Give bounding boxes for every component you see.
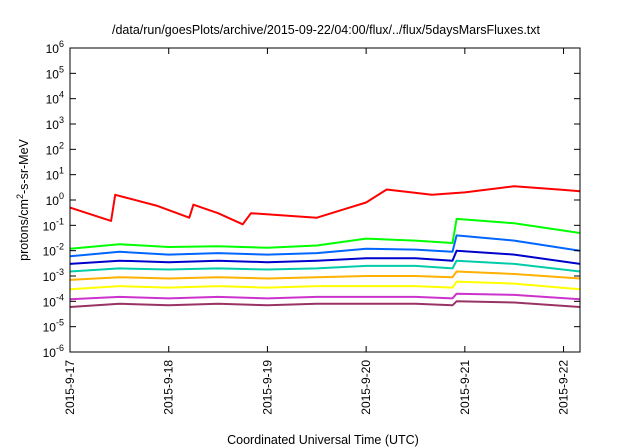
series-line-5 (70, 259, 580, 273)
y-tick-label: 100 (46, 191, 64, 208)
y-tick-label-base: 10 (43, 219, 57, 233)
series-line-4 (70, 249, 580, 265)
y-tick-label: 10-3 (43, 267, 64, 284)
y-tick-label-base: 10 (46, 42, 60, 56)
y-tick-label-exponent: 0 (59, 191, 64, 201)
y-tick-label: 102 (46, 140, 64, 157)
series-line-7 (70, 280, 580, 291)
series-line-9 (70, 300, 580, 308)
y-axis-label-tail: -s-sr-MeV (17, 138, 31, 194)
y-tick-label: 104 (46, 90, 64, 107)
series-layer (70, 185, 580, 308)
y-axis: 10-610-510-410-310-210-11001011021031041… (43, 39, 580, 360)
y-axis-label: protons/cm2-s-sr-MeV (15, 138, 31, 260)
y-tick-label-exponent: -1 (56, 216, 64, 226)
y-tick-label: 10-4 (43, 292, 64, 309)
x-tick-label: 2015-9-19 (260, 360, 274, 415)
y-tick-label: 10-6 (43, 343, 64, 360)
y-tick-label-exponent: 4 (59, 90, 64, 100)
y-tick-label-base: 10 (46, 118, 60, 132)
y-tick-label-base: 10 (43, 245, 57, 259)
x-tick-label: 2015-9-22 (557, 360, 571, 415)
y-tick-label: 106 (46, 39, 64, 56)
x-tick-label: 2015-9-17 (63, 360, 77, 415)
y-axis-label-superscript: 2 (15, 194, 25, 199)
y-tick-label-exponent: 5 (59, 64, 64, 74)
y-tick-label-exponent: 3 (59, 115, 64, 125)
y-tick-label-exponent: -5 (56, 318, 64, 328)
y-tick-label-exponent: 2 (59, 140, 64, 150)
y-tick-label-base: 10 (46, 67, 60, 81)
y-tick-label-base: 10 (46, 143, 60, 157)
y-tick-label-base: 10 (43, 346, 57, 360)
y-tick-label-base: 10 (46, 93, 60, 107)
y-axis-label-main: protons/cm (17, 199, 31, 261)
chart-title: /data/run/goesPlots/archive/2015-09-22/0… (112, 23, 541, 37)
y-tick-label: 105 (46, 64, 64, 81)
y-tick-label: 10-5 (43, 318, 64, 335)
x-axis-label: Coordinated Universal Time (UTC) (227, 433, 419, 447)
x-tick-label: 2015-9-20 (359, 360, 373, 415)
x-tick-label: 2015-9-18 (162, 360, 176, 415)
y-tick-label: 103 (46, 115, 64, 132)
y-tick-label-base: 10 (46, 169, 60, 183)
y-tick-label-base: 10 (43, 321, 57, 335)
y-tick-label-exponent: -2 (56, 242, 64, 252)
y-tick-label: 101 (46, 166, 64, 183)
plot-frame (69, 47, 581, 353)
y-tick-label-exponent: -3 (56, 267, 64, 277)
series-line-8 (70, 292, 580, 301)
y-tick-label-exponent: -4 (56, 292, 64, 302)
y-tick-label-exponent: 1 (59, 166, 64, 176)
series-line-6 (70, 270, 580, 281)
y-tick-label-exponent: -6 (56, 343, 64, 353)
series-line-2 (70, 217, 580, 250)
x-axis: 2015-9-17 2015-9-18 2015-9-19 2015-9-20 2015… (63, 48, 571, 415)
y-tick-label-base: 10 (46, 194, 60, 208)
y-tick-label-exponent: 6 (59, 39, 64, 49)
series-line-1 (70, 185, 580, 226)
x-tick-label: 2015-9-21 (458, 360, 472, 415)
y-tick-label-base: 10 (43, 295, 57, 309)
y-tick-label: 10-1 (43, 216, 64, 233)
y-tick-label: 10-2 (43, 242, 64, 259)
y-tick-label-base: 10 (43, 270, 57, 284)
series-line-3 (70, 234, 580, 258)
